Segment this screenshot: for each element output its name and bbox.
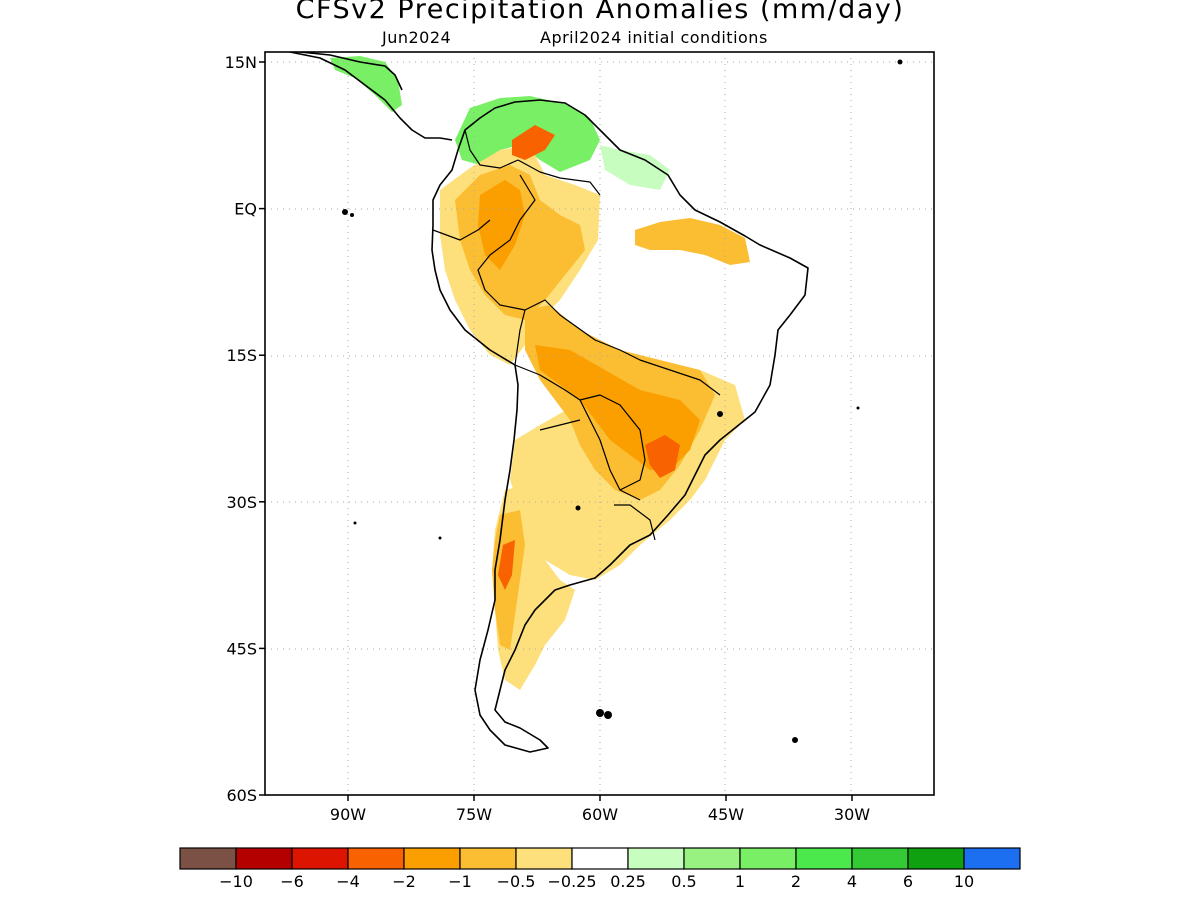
country-borders bbox=[432, 129, 721, 541]
colorbar-label: 6 bbox=[903, 872, 913, 891]
lat-tick-label: 15S bbox=[226, 346, 257, 365]
wet-anomaly-caribbean-light bbox=[600, 145, 670, 190]
colorbar-label: 4 bbox=[847, 872, 857, 891]
colorbar-swatch bbox=[851, 847, 909, 870]
lon-tick-label: 45W bbox=[708, 805, 744, 824]
colorbar-swatch bbox=[571, 847, 629, 870]
anomaly-shading bbox=[330, 56, 750, 690]
longitude-axis: 90W 75W 60W 45W 30W bbox=[330, 795, 870, 824]
colorbar-label: −1 bbox=[448, 872, 472, 891]
colorbar-swatch bbox=[963, 847, 1021, 870]
lon-tick-label: 75W bbox=[456, 805, 492, 824]
dry-anomaly-colombia-heavy bbox=[512, 125, 555, 160]
islands bbox=[342, 59, 903, 743]
dry-anomaly-parana-heavy bbox=[645, 435, 680, 478]
colorbar-label: −2 bbox=[392, 872, 416, 891]
colorbar-swatch bbox=[347, 847, 405, 870]
colorbar-label: −10 bbox=[219, 872, 253, 891]
initial-conditions: April2024 initial conditions bbox=[540, 28, 768, 47]
colorbar-swatch bbox=[459, 847, 517, 870]
latitude-axis: 15N EQ 15S 30S 45S 60S bbox=[225, 53, 265, 805]
colorbar-label: 2 bbox=[791, 872, 801, 891]
colorbar-label: 0.25 bbox=[610, 872, 646, 891]
colorbar-swatch bbox=[795, 847, 853, 870]
south-america-coastline bbox=[431, 99, 809, 753]
wet-anomaly-central-america bbox=[330, 56, 402, 112]
colorbar-label: 1 bbox=[735, 872, 745, 891]
coastline bbox=[289, 52, 809, 753]
colorbar-swatch bbox=[515, 847, 573, 870]
forecast-month: Jun2024 bbox=[382, 28, 452, 47]
colorbar-swatch bbox=[235, 847, 293, 870]
colorbar-label: −0.5 bbox=[497, 872, 536, 891]
colorbar-label: −0.25 bbox=[547, 872, 596, 891]
dry-anomaly-chile-strong bbox=[498, 540, 515, 590]
lon-tick-label: 90W bbox=[330, 805, 366, 824]
colorbar-label: −6 bbox=[280, 872, 304, 891]
colorbar-swatch bbox=[291, 847, 349, 870]
central-america-coastline bbox=[289, 52, 453, 141]
colorbar-swatch bbox=[739, 847, 797, 870]
colorbar-label: 10 bbox=[954, 872, 974, 891]
lat-tick-label: 30S bbox=[226, 493, 257, 512]
dry-anomaly-northeast bbox=[635, 218, 750, 265]
lon-tick-label: 60W bbox=[582, 805, 618, 824]
colorbar-label: 0.5 bbox=[671, 872, 696, 891]
colorbar-swatch bbox=[627, 847, 685, 870]
colorbar-swatch bbox=[683, 847, 741, 870]
colorbar-label: −4 bbox=[336, 872, 360, 891]
lat-tick-label: 45S bbox=[226, 639, 257, 658]
colorbar-swatch bbox=[179, 847, 237, 870]
chart-title: CFSv2 Precipitation Anomalies (mm/day) bbox=[295, 0, 905, 25]
colorbar-swatch bbox=[907, 847, 965, 870]
lon-tick-label: 30W bbox=[834, 805, 870, 824]
lat-tick-label: 15N bbox=[225, 53, 257, 72]
colorbar: −10 −6 −4 −2 −1 −0.5 −0.25 0.25 0.5 1 2 4 6 10 bbox=[179, 847, 1021, 891]
lat-tick-label: EQ bbox=[234, 200, 257, 219]
colorbar-swatch bbox=[403, 847, 461, 870]
lat-tick-label: 60S bbox=[226, 786, 257, 805]
dry-anomaly-amazon-strong bbox=[478, 180, 525, 270]
